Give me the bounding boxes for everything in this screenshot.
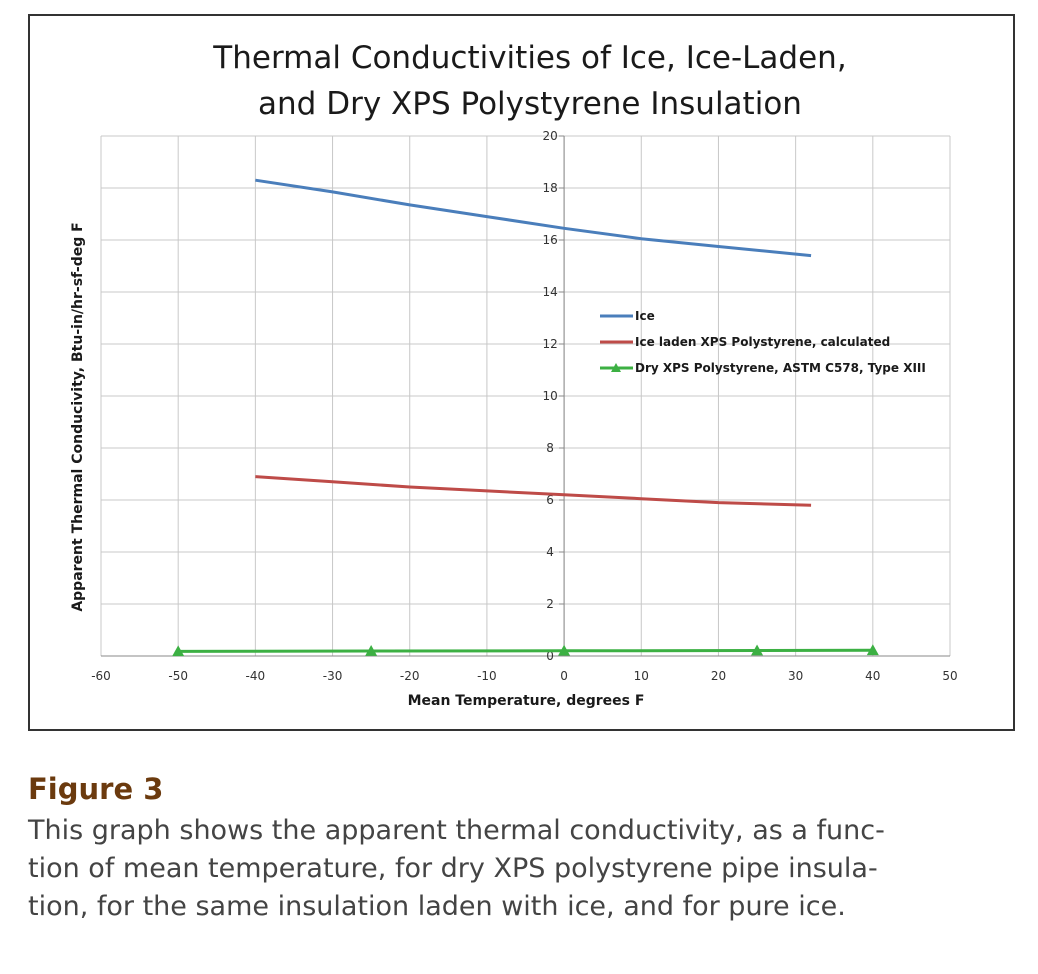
y-tick-label: 14 — [542, 285, 557, 299]
line-chart: Thermal Conductivities of Ice, Ice-Laden… — [70, 40, 958, 709]
series-marker-3 — [866, 644, 879, 656]
caption-text: This graph shows the apparent thermal co… — [28, 812, 1018, 926]
chart-title-line-1: Thermal Conductivities of Ice, Ice-Laden… — [212, 40, 846, 76]
figure-label: Figure 3 — [28, 772, 164, 806]
series-line-2 — [255, 475, 812, 507]
series-line-3 — [178, 648, 873, 653]
grid — [100, 135, 951, 657]
x-tick-label: -50 — [168, 669, 188, 683]
y-tick-label: 12 — [542, 337, 557, 351]
x-tick-label: -40 — [246, 669, 266, 683]
legend-label-2: Ice laden XPS Polystyrene, calculated — [635, 335, 890, 349]
x-tick-label: -20 — [400, 669, 420, 683]
y-tick-label: 18 — [542, 181, 557, 195]
caption-line-2: tion of mean temperature, for dry XPS po… — [28, 853, 878, 884]
x-tick-label: 10 — [634, 669, 649, 683]
figure-caption: Figure 3 This graph shows the apparent t… — [28, 772, 1018, 926]
x-tick-label: 20 — [711, 669, 726, 683]
series — [172, 178, 879, 657]
x-tick-label: -10 — [477, 669, 497, 683]
series-line-1 — [255, 178, 812, 258]
caption-line-3: tion, for the same insulation laden with… — [28, 891, 846, 922]
legend: Ice Ice laden XPS Polystyrene, calculated… — [600, 309, 926, 375]
y-tick-label: 0 — [546, 649, 554, 663]
x-axis-title: Mean Temperature, degrees F — [408, 693, 645, 709]
series-marker-3 — [172, 645, 185, 657]
y-tick-label: 8 — [546, 441, 554, 455]
chart-frame: Thermal Conductivities of Ice, Ice-Laden… — [28, 14, 1015, 731]
legend-label-3: Dry XPS Polystyrene, ASTM C578, Type XII… — [635, 361, 926, 375]
y-axis-title: Apparent Thermal Conducivity, Btu-in/hr-… — [70, 222, 86, 611]
chart-title-line-2: and Dry XPS Polystyrene Insulation — [258, 86, 802, 122]
y-tick-label: 2 — [546, 597, 554, 611]
caption-line-1: This graph shows the apparent thermal co… — [28, 815, 885, 846]
y-tick-label: 6 — [546, 493, 554, 507]
series-marker-3 — [558, 644, 571, 656]
y-tick-label: 16 — [542, 233, 557, 247]
x-tick-label: -60 — [91, 669, 111, 683]
x-tick-label: 50 — [942, 669, 957, 683]
x-tick-label: 0 — [560, 669, 568, 683]
x-tick-label: 40 — [865, 669, 880, 683]
series-marker-3 — [751, 644, 764, 656]
legend-marker-3 — [611, 363, 621, 372]
y-tick-label: 4 — [546, 545, 554, 559]
legend-label-1: Ice — [635, 309, 655, 323]
y-tick-label: 10 — [542, 389, 557, 403]
tick-labels: -60 -50 -40 -30 -20 -10 0 10 20 30 40 50 0 2 4 6 8 10 12 14… — [91, 129, 957, 683]
x-tick-label: -30 — [323, 669, 343, 683]
series-marker-3 — [365, 645, 378, 656]
x-tick-label: 30 — [788, 669, 803, 683]
y-tick-label: 20 — [542, 129, 557, 143]
